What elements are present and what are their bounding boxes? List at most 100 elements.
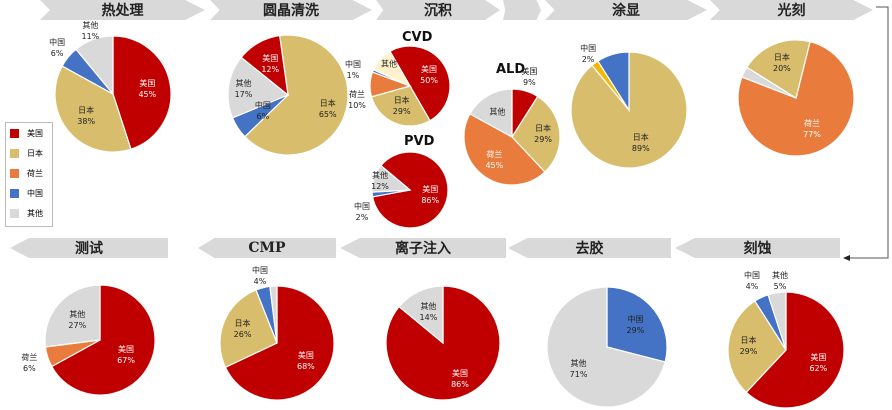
pie-slice	[269, 285, 278, 344]
slice-name: 日本	[393, 96, 410, 106]
slice-value: 2%	[355, 213, 369, 222]
slice-label: 日本 26%	[234, 318, 252, 340]
pie-slice	[227, 56, 290, 119]
pie-4	[463, 88, 561, 186]
slice-value: 86%	[451, 380, 469, 390]
slice-name: 荷兰	[486, 149, 503, 159]
slice-label: 日本 20%	[773, 52, 791, 74]
pvd-title: PVD	[404, 134, 435, 149]
slice-name: 美国	[521, 67, 538, 77]
pie-slice	[75, 35, 114, 96]
pie-slice	[372, 50, 412, 88]
slice-name: 美国	[139, 78, 156, 88]
slice-label: 其他	[381, 59, 397, 70]
slice-name: 中国	[252, 266, 268, 275]
slice-value: 20%	[772, 64, 791, 74]
legend-item-other: 其他	[6, 203, 52, 223]
slice-name: 其他	[772, 271, 788, 280]
slice-label: 日本 29%	[393, 95, 411, 117]
slice-label: 其他 12%	[371, 170, 389, 192]
slice-label: 其他 14%	[420, 301, 438, 323]
slice-label: 中国 2%	[580, 43, 596, 65]
slice-label: 美国 62%	[809, 352, 827, 374]
slice-label: 荷兰 6%	[21, 352, 37, 374]
stage-etching: 刻蚀	[675, 238, 840, 258]
pie-slice	[370, 85, 431, 127]
pie-8	[219, 285, 335, 401]
slice-name: 其他	[420, 302, 437, 312]
slice-name: 中国	[49, 37, 66, 47]
slice-name: 其他	[570, 359, 587, 369]
pie-1	[227, 34, 349, 156]
legend-item-china: 中国	[6, 183, 52, 203]
pie-slice	[745, 291, 845, 409]
slice-name: 日本	[319, 98, 336, 108]
slice-name: 美国	[297, 351, 314, 361]
slice-name: 中国	[254, 101, 271, 111]
pie-6	[737, 39, 855, 157]
stage-cmp: CMP	[198, 238, 336, 258]
pie-slice	[44, 284, 101, 348]
flow-arrowhead-icon	[843, 255, 850, 261]
pie-slice	[727, 300, 787, 394]
pie-slice	[112, 35, 172, 150]
slice-label: 其他 11%	[82, 20, 100, 42]
slice-label: 中国 2%	[354, 201, 370, 223]
pie-2	[369, 45, 451, 127]
slice-label: 中国 1%	[345, 59, 361, 81]
pie-slice	[469, 88, 513, 139]
slice-name: 其他	[69, 309, 86, 319]
legend-swatch	[10, 148, 19, 158]
slice-label: 荷兰 77%	[803, 118, 821, 140]
pie-7	[44, 284, 156, 396]
slice-label: 美国 9%	[521, 66, 537, 88]
slice-value: 86%	[421, 196, 440, 206]
pie-slice	[767, 291, 787, 351]
ald-title: ALD	[496, 62, 526, 77]
slice-name: 日本	[234, 319, 251, 329]
slice-label: 美国 50%	[420, 64, 438, 86]
slice-value: 26%	[233, 330, 252, 340]
slice-name: 其他	[381, 59, 397, 69]
pie-3	[371, 151, 449, 229]
slice-value: 6%	[256, 112, 270, 122]
slice-value: 65%	[318, 109, 337, 119]
legend-label: 美国	[27, 128, 43, 138]
flow-connector-line	[848, 6, 889, 259]
stage-heat-treatment: 热处理	[40, 0, 205, 20]
slice-value: 1%	[346, 71, 360, 80]
legend-swatch	[10, 128, 19, 138]
slice-label: 美国 12%	[261, 53, 279, 75]
stage-wafer-cleaning: 圆晶清洗	[210, 0, 372, 20]
pie-0	[54, 35, 172, 153]
pie-slice	[219, 289, 278, 369]
legend-label: 中国	[27, 188, 43, 198]
slice-value: 11%	[81, 32, 100, 42]
slice-name: 日本	[632, 132, 649, 142]
pie-slice	[511, 95, 561, 173]
slice-label: 美国 67%	[117, 344, 135, 366]
legend: 美国 日本 荷兰 中国 其他	[5, 122, 53, 227]
slice-value: 29%	[739, 347, 758, 357]
pie-slice	[546, 286, 666, 408]
slice-value: 67%	[117, 356, 135, 366]
stage-testing: 测试	[10, 238, 168, 258]
slice-label: 日本 89%	[632, 132, 650, 154]
slice-value: 4%	[253, 277, 267, 286]
slice-name: 美国	[262, 53, 279, 63]
pie-slice	[398, 285, 444, 345]
slice-name: 荷兰	[349, 90, 365, 99]
slice-value: 62%	[809, 363, 828, 373]
slice-name: 美国	[118, 345, 135, 355]
pie-slice	[50, 284, 156, 396]
slice-value: 9%	[523, 78, 536, 88]
slice-value: 6%	[23, 363, 36, 373]
slice-name: 中国	[744, 271, 760, 280]
slice-value: 10%	[348, 101, 366, 110]
slice-value: 45%	[485, 160, 504, 170]
slice-label: 美国 86%	[421, 184, 439, 206]
stage-lithography: 光刻	[710, 0, 873, 20]
slice-value: 12%	[261, 64, 280, 74]
